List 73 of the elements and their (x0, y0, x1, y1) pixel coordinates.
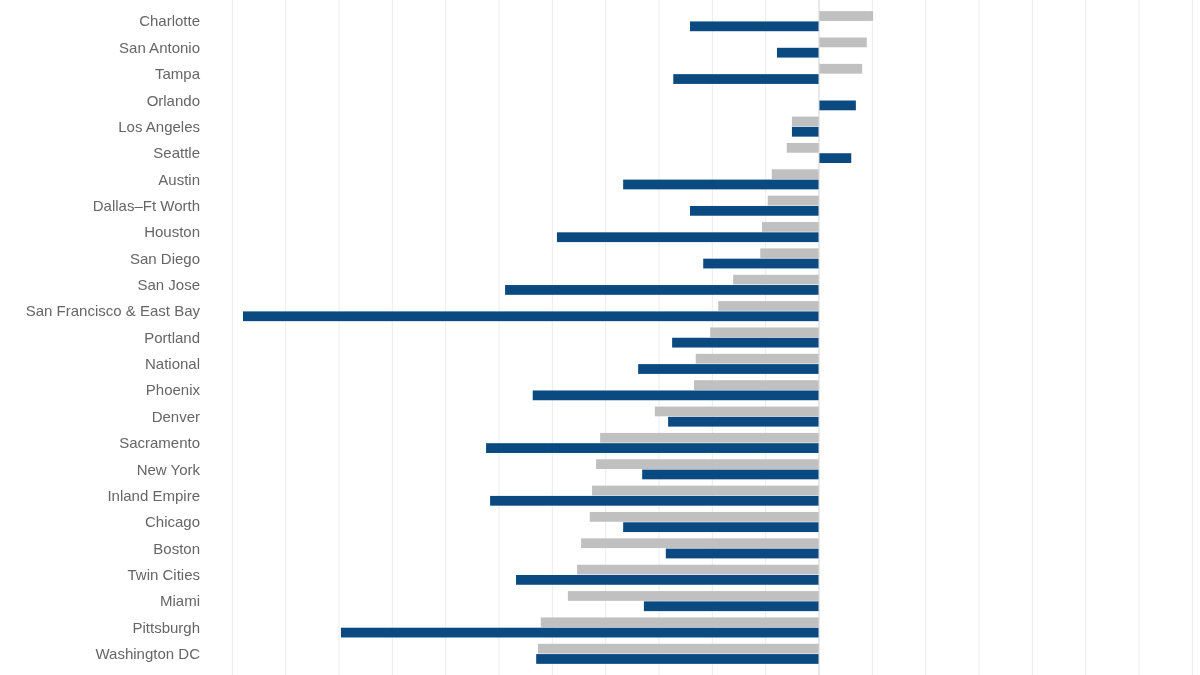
y-tick-label: San Jose (137, 276, 200, 294)
bar (537, 643, 819, 654)
y-tick-label: Twin Cities (127, 565, 200, 583)
y-tick-label: San Diego (129, 249, 200, 267)
bar (589, 511, 819, 522)
bar (592, 485, 819, 496)
y-tick-label: Dallas–Ft Worth (92, 196, 200, 214)
bar (733, 274, 819, 285)
y-tick-label: Phoenix (145, 381, 201, 399)
y-tick-label: New York (136, 460, 201, 478)
bar (819, 11, 874, 21)
y-tick-label: San Francisco & East Bay (25, 302, 201, 320)
y-tick-label: Washington DC (95, 645, 201, 663)
y-tick-label: National (144, 355, 200, 373)
bar (540, 617, 819, 628)
y-tick-label: Miami (160, 592, 200, 610)
bar (761, 222, 819, 232)
bar (791, 126, 819, 137)
bar (819, 63, 863, 74)
bar (819, 37, 867, 48)
bar (672, 337, 819, 348)
bar (581, 538, 819, 549)
bar (486, 443, 819, 453)
bar (786, 142, 819, 153)
bar (536, 654, 819, 664)
bar (638, 364, 819, 374)
bar (556, 232, 819, 243)
y-tick-label: Chicago (144, 513, 200, 531)
bar (710, 327, 819, 338)
bar (505, 285, 819, 295)
y-tick-label: San Antonio (119, 38, 200, 56)
bar (819, 100, 856, 111)
bar (643, 601, 819, 612)
bar (665, 548, 819, 559)
y-tick-label: Austin (158, 170, 200, 188)
bar (703, 258, 819, 269)
bar (243, 311, 819, 322)
bar (694, 380, 819, 390)
y-tick-label: Pittsburgh (132, 618, 200, 636)
bar (760, 248, 819, 259)
bar (819, 153, 852, 164)
y-tick-label: Portland (144, 328, 200, 346)
bar (642, 469, 819, 480)
bar (776, 47, 819, 58)
bar (668, 416, 819, 427)
y-tick-label: Houston (144, 223, 200, 241)
bar (623, 522, 819, 533)
bar (516, 575, 819, 585)
bar (340, 627, 819, 638)
bar (673, 74, 819, 84)
bar (623, 179, 819, 190)
y-tick-label: Los Angeles (118, 117, 200, 135)
bar (654, 406, 819, 417)
bar (718, 301, 819, 311)
y-tick-label: Inland Empire (107, 486, 200, 504)
bar (577, 564, 819, 575)
y-tick-label: Tampa (154, 65, 201, 83)
bar (695, 353, 819, 364)
y-tick-label: Charlotte (139, 12, 200, 30)
y-tick-label: Boston (153, 539, 200, 557)
bar (600, 432, 819, 443)
bar (567, 591, 819, 601)
bar (689, 21, 819, 32)
bar (689, 205, 819, 216)
bar (490, 495, 819, 506)
y-tick-label: Seattle (153, 144, 200, 162)
y-tick-label: Denver (151, 407, 200, 425)
bar (771, 169, 819, 180)
bar (596, 459, 819, 470)
y-tick-label: Orlando (146, 91, 200, 109)
y-tick-label: Sacramento (119, 434, 200, 452)
bar (767, 195, 819, 206)
bar (532, 390, 819, 401)
